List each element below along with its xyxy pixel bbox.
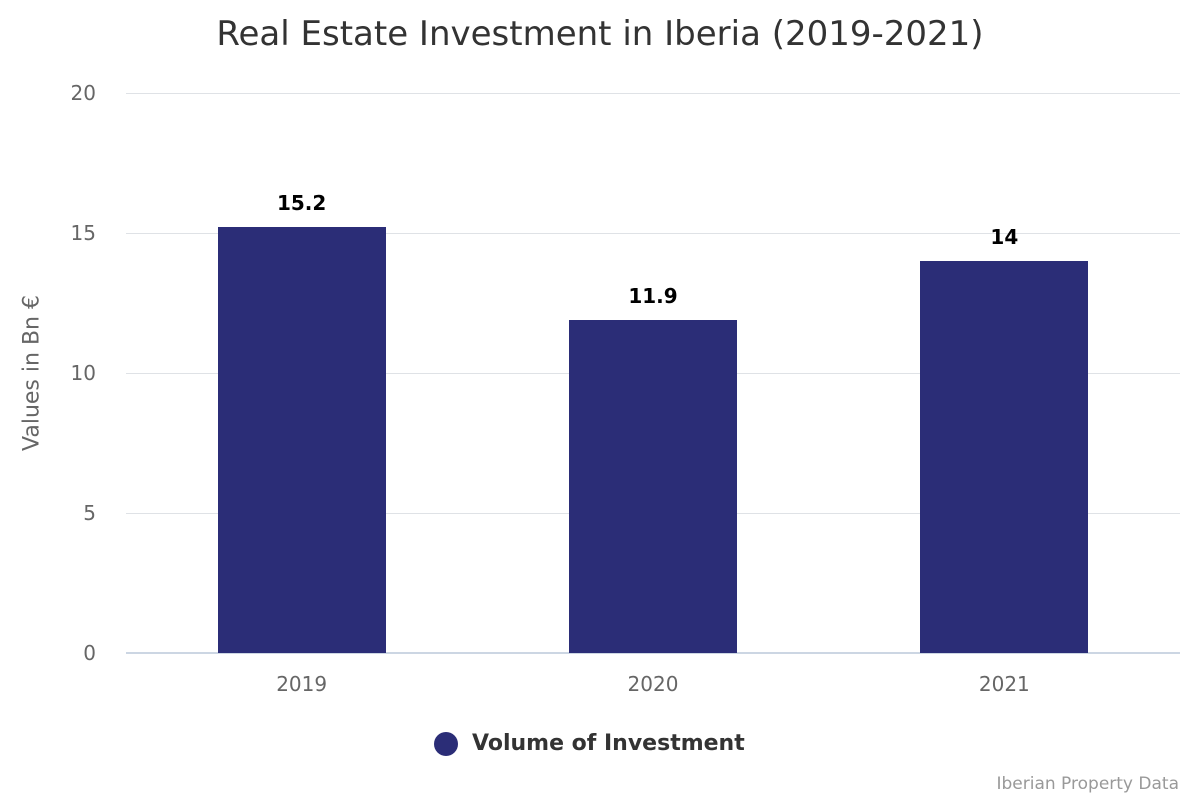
gridline xyxy=(126,93,1180,94)
legend-label: Volume of Investment xyxy=(472,731,745,756)
data-label: 14 xyxy=(990,225,1019,249)
bar-2019[interactable] xyxy=(217,227,386,653)
x-axis-line xyxy=(126,652,1180,654)
chart-title: Real Estate Investment in Iberia (2019-2… xyxy=(216,14,984,54)
data-label: 11.9 xyxy=(628,283,678,308)
y-tick-label: 0 xyxy=(83,641,96,665)
bar-2020[interactable] xyxy=(569,319,737,653)
gridline xyxy=(126,233,1180,234)
legend-circle-icon xyxy=(434,731,458,756)
data-label: 15.2 xyxy=(276,191,327,216)
y-tick-label: 5 xyxy=(83,501,96,525)
x-tick-label: 2021 xyxy=(978,672,1030,696)
x-tick-label: 2019 xyxy=(276,672,328,696)
x-tick-label: 2020 xyxy=(627,672,679,696)
y-tick-label: 10 xyxy=(70,361,96,385)
y-tick-label: 20 xyxy=(70,81,96,105)
bar-2021[interactable] xyxy=(920,261,1089,653)
y-tick-label: 15 xyxy=(70,221,96,245)
credits[interactable]: Iberian Property Data xyxy=(996,774,1179,794)
legend-item[interactable]: Volume of Investment xyxy=(434,731,745,756)
